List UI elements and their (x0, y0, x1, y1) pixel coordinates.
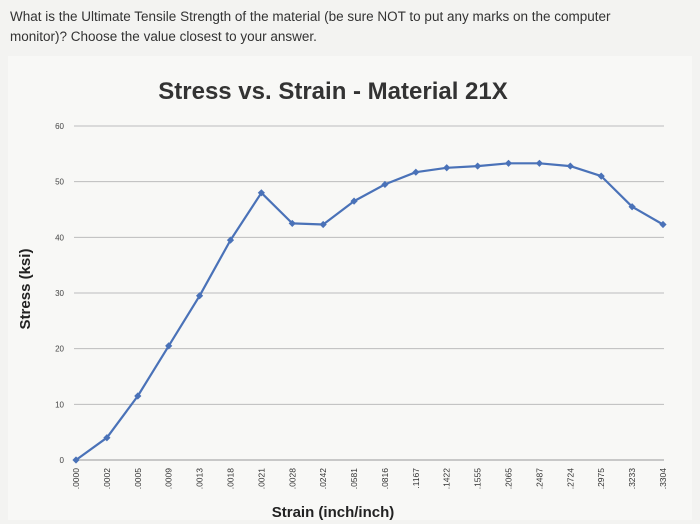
y-tick-50: 50 (55, 178, 64, 187)
grid-lines (74, 125, 664, 461)
chart-panel: 0 10 20 30 40 50 60 .0000 .0002 .0005 .0009 .0013.… (8, 56, 692, 520)
x-tick-label: .2487 (534, 468, 544, 490)
data-point (566, 162, 574, 170)
data-point (474, 162, 482, 170)
y-axis-label: Stress (ksi) (17, 249, 34, 330)
y-tick-labels: 0 10 20 30 40 50 60 (55, 122, 64, 465)
x-tick-label: .0018 (225, 468, 235, 490)
x-axis-label: Strain (inch/inch) (272, 504, 395, 520)
x-tick-label: .1422 (442, 468, 452, 490)
x-tick-label: .0581 (349, 468, 359, 490)
data-point (412, 168, 420, 176)
data-point (134, 392, 142, 400)
data-point (72, 456, 80, 464)
x-tick-label: .0000 (71, 468, 81, 490)
data-point (165, 342, 173, 350)
series-line (72, 159, 667, 464)
y-tick-30: 30 (55, 289, 64, 298)
x-tick-label: .1167 (411, 468, 421, 489)
data-point (288, 219, 296, 228)
y-tick-60: 60 (55, 122, 64, 131)
x-tick-label: .2724 (565, 468, 575, 490)
data-point (319, 220, 327, 229)
data-point (257, 189, 265, 197)
x-tick-label: .0816 (380, 468, 390, 490)
x-tick-label: .0021 (256, 468, 266, 490)
data-point (195, 292, 204, 300)
x-tick-label: .3304 (658, 468, 668, 490)
data-point (381, 180, 389, 189)
x-tick-label: .0005 (133, 468, 143, 490)
series-line-0 (75, 162, 664, 461)
x-tick-label: .0028 (287, 468, 297, 490)
data-point (226, 236, 235, 244)
x-tick-label: .3233 (627, 468, 637, 490)
x-tick-label: .0009 (164, 468, 174, 490)
x-tick-label: .2065 (504, 468, 514, 490)
x-tick-label: .0013 (195, 468, 205, 490)
y-tick-20: 20 (55, 345, 64, 354)
y-tick-0: 0 (60, 456, 65, 465)
data-point (443, 164, 451, 172)
data-point (535, 159, 544, 167)
x-tick-label: .1555 (473, 468, 483, 490)
data-point (628, 203, 636, 211)
stress-strain-chart: 0 10 20 30 40 50 60 .0000 .0002 .0005 .0009 .0013.… (17, 78, 668, 520)
y-tick-40: 40 (55, 233, 64, 242)
data-point (597, 172, 605, 180)
x-tick-labels: .0000 .0002 .0005 .0009 .0013 .0018 .0021 .0028… (71, 468, 668, 490)
data-point (659, 220, 667, 229)
x-tick-label: .0242 (318, 468, 328, 490)
chart-title: Stress vs. Strain - Material 21X (158, 78, 508, 105)
data-point (504, 159, 513, 167)
data-point (103, 434, 111, 442)
question-text: What is the Ultimate Tensile Strength of… (10, 9, 611, 44)
data-point (350, 197, 358, 205)
y-tick-10: 10 (55, 400, 64, 409)
x-tick-label: .0002 (102, 468, 112, 490)
x-tick-label: .2975 (596, 468, 606, 490)
